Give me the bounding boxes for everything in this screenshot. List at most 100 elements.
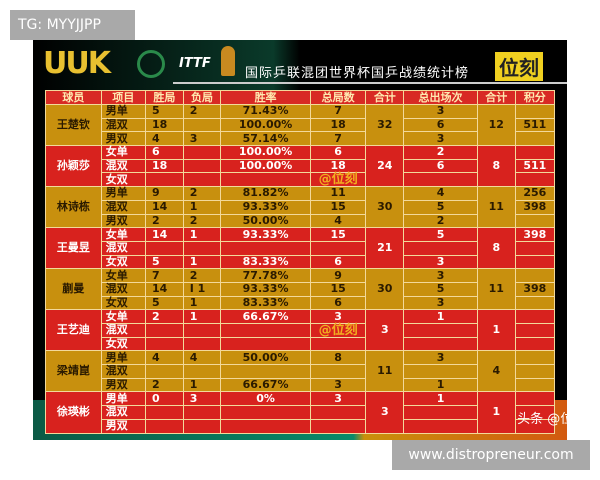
cell-w: 6 bbox=[145, 145, 184, 160]
cell-points bbox=[514, 254, 556, 270]
cell-tot: 6 bbox=[309, 295, 367, 311]
cell-points bbox=[514, 268, 556, 283]
cell-rate bbox=[220, 418, 311, 434]
column-header: 合计 bbox=[476, 90, 516, 105]
table-row: 男双 bbox=[46, 418, 556, 434]
cell-ev: 男双 bbox=[100, 377, 147, 393]
cell-l: 2 bbox=[182, 213, 222, 229]
cell-appearances bbox=[403, 405, 478, 420]
total-games: 21 bbox=[365, 227, 405, 270]
cell-tot: 15 bbox=[309, 199, 367, 215]
cell-tot bbox=[309, 405, 367, 420]
cell-points: 511 bbox=[514, 117, 556, 133]
cell-rate bbox=[220, 336, 311, 352]
cell-l: 3 bbox=[182, 131, 222, 147]
cell-ev: 男单 bbox=[100, 186, 147, 201]
cell-l bbox=[182, 117, 222, 133]
table-row: 混双 bbox=[46, 240, 556, 256]
cell-appearances: 2 bbox=[403, 213, 478, 229]
cell-w: 0 bbox=[145, 391, 184, 407]
cell-w bbox=[145, 323, 184, 338]
cell-ev: 女单 bbox=[100, 309, 147, 324]
cell-l: I 1 bbox=[182, 281, 222, 297]
cell-tot: 15 bbox=[309, 227, 367, 242]
cell-ev: 男单 bbox=[100, 350, 147, 366]
total-games: 3 bbox=[365, 391, 405, 434]
total-appearances: 8 bbox=[476, 145, 516, 188]
cell-appearances: 5 bbox=[403, 227, 478, 242]
site-url: www.distropreneur.com bbox=[392, 440, 590, 470]
total-games: 30 bbox=[365, 268, 405, 311]
cell-ev: 女单 bbox=[100, 145, 147, 160]
cell-rate bbox=[220, 172, 311, 188]
cell-ev: 女单 bbox=[100, 268, 147, 283]
cell-w bbox=[145, 364, 184, 379]
cell-points bbox=[514, 309, 556, 324]
player-name: 王楚钦 bbox=[45, 103, 102, 147]
cell-appearances bbox=[403, 364, 478, 379]
cell-tot bbox=[309, 336, 367, 352]
table-row: 孙颖莎 女单 6 100.00% 6 24 2 8 bbox=[45, 145, 556, 188]
player-name: 王艺迪 bbox=[45, 309, 102, 352]
cell-rate: 50.00% bbox=[220, 213, 311, 229]
cell-appearances: 3 bbox=[403, 254, 478, 270]
total-games: 32 bbox=[365, 103, 405, 147]
table-row: 林诗栋 男单 9 2 81.82% 11 30 4 11 256 bbox=[45, 186, 556, 229]
cell-rate: 93.33% bbox=[220, 227, 311, 242]
total-games: 11 bbox=[365, 350, 405, 393]
cell-l: 1 bbox=[182, 254, 222, 270]
cell-l bbox=[182, 158, 222, 174]
cell-points bbox=[514, 364, 556, 379]
cell-rate bbox=[220, 364, 311, 379]
table-row: 梁靖崑 男单 4 4 50.00% 8 11 3 4 bbox=[45, 350, 556, 393]
cell-tot bbox=[309, 240, 367, 256]
cell-tot: 18 bbox=[309, 117, 367, 133]
cell-appearances: 3 bbox=[403, 268, 478, 283]
cell-rate: 93.33% bbox=[220, 199, 311, 215]
cell-ev: 混双 bbox=[100, 199, 147, 215]
cell-w: 4 bbox=[145, 350, 184, 366]
cell-ev: 男单 bbox=[100, 104, 147, 119]
stats-table: 球员 项目 胜局 负局 胜率 总局数 合计 总出场次 合计 积分 王楚钦 男单 5 2 71.43% 7 32… bbox=[45, 90, 556, 434]
cell-w bbox=[145, 418, 184, 434]
table-row: 徐瑛彬 男单 0 3 0% 3 3 1 1 bbox=[45, 391, 556, 434]
cell-tot: 6 bbox=[309, 145, 367, 160]
cell-tot: 4 bbox=[309, 213, 367, 229]
table-row: 王楚钦 男单 5 2 71.43% 7 32 3 12 bbox=[45, 103, 556, 147]
cell-w: 14 bbox=[145, 281, 184, 297]
cell-l: 3 bbox=[182, 391, 222, 407]
cell-tot: 9 bbox=[309, 268, 367, 283]
cell-rate: 66.67% bbox=[220, 309, 311, 324]
brand-logo: 位刻 bbox=[495, 52, 543, 81]
table-row: 混双 14 I 1 93.33% 15 5 398 bbox=[46, 281, 556, 297]
player-name: 徐瑛彬 bbox=[45, 391, 102, 434]
column-header: 总出场次 bbox=[403, 90, 478, 105]
watermark: @位刻 bbox=[318, 322, 358, 338]
cell-l bbox=[182, 323, 222, 338]
total-games: 30 bbox=[365, 186, 405, 229]
cell-w: 18 bbox=[145, 117, 184, 133]
cell-ev: 女单 bbox=[100, 227, 147, 242]
cell-w bbox=[145, 172, 184, 188]
cell-tot: 7 bbox=[309, 104, 367, 119]
cell-l bbox=[182, 405, 222, 420]
stats-poster: UUK ITTF 国际乒联混团世界杯国乒战绩统计榜 位刻 球员 项目 胜局 负局 胜率总… bbox=[33, 40, 567, 440]
table-row: 王曼昱 女单 14 1 93.33% 15 21 5 8 398 bbox=[45, 227, 556, 270]
cell-appearances: 5 bbox=[403, 199, 478, 215]
total-appearances: 1 bbox=[476, 391, 516, 434]
cell-points: 398 bbox=[514, 281, 556, 297]
cell-tot: 8 bbox=[309, 350, 367, 366]
cell-points bbox=[514, 240, 556, 256]
cell-rate: 77.78% bbox=[220, 268, 311, 283]
cell-appearances: 3 bbox=[403, 131, 478, 147]
credit-text: 头条 @位刻 bbox=[517, 411, 567, 427]
cell-tot: 3 bbox=[309, 391, 367, 407]
cell-rate bbox=[220, 240, 311, 256]
cell-appearances: 3 bbox=[403, 104, 478, 119]
total-appearances: 4 bbox=[476, 350, 516, 393]
cell-rate: 93.33% bbox=[220, 281, 311, 297]
table-row: 王艺迪 女单 2 1 66.67% 3 3 1 1 bbox=[45, 309, 556, 352]
cell-l bbox=[182, 240, 222, 256]
column-header: 项目 bbox=[100, 90, 147, 105]
cell-points: 398 bbox=[514, 227, 556, 242]
